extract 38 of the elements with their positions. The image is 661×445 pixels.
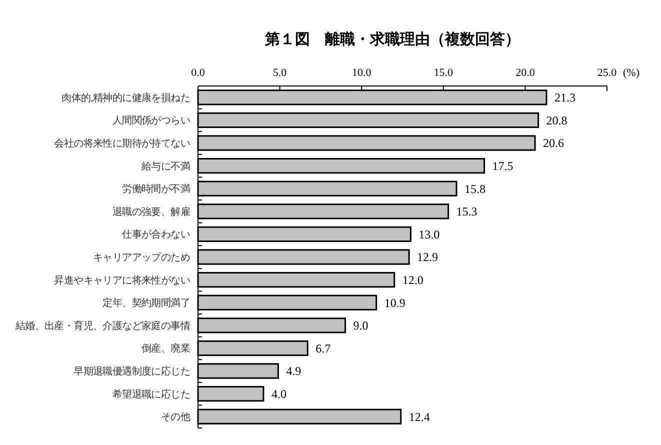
x-tick-label: 15.0: [434, 67, 454, 79]
y-tick-label: 希望退職に応じた: [112, 388, 190, 400]
y-tick-label: 倒産、廃業: [141, 342, 190, 355]
y-tick-label: 結婚、出産・育児、介護など家庭の事情: [14, 320, 190, 332]
y-tick-label: 肉体的,精神的に健康を損ねた: [62, 92, 190, 104]
data-label: 13.0: [418, 227, 440, 242]
y-tick-label: 給与に不満: [140, 160, 190, 172]
data-label: 9.0: [353, 318, 368, 333]
y-tick-label: その他: [160, 411, 190, 424]
x-tick-label: 25.0: [597, 67, 618, 79]
y-tick-label: 人間関係がつらい: [112, 114, 190, 127]
data-label: 15.8: [464, 182, 486, 196]
data-label: 15.3: [456, 204, 478, 219]
y-tick-label: 昇進やキャリアに将来性がない: [54, 274, 190, 286]
y-tick-label: キャリアアップのため: [92, 252, 190, 264]
data-label: 12.9: [417, 250, 438, 264]
y-tick-label: 定年、契約期間満了: [102, 297, 190, 310]
data-label: 6.7: [316, 341, 331, 356]
data-label: 20.8: [546, 113, 568, 128]
x-tick-label: 20.0: [516, 67, 536, 79]
x-tick-label: 10.0: [352, 67, 372, 79]
y-tick-label: 仕事が合わない: [122, 228, 190, 241]
y-tick-label: 早期退職優遇制度に応じた: [74, 366, 190, 378]
x-axis-title: (%): [623, 67, 640, 79]
data-label: 20.6: [543, 136, 564, 150]
chart-title: 第１図 離職・求職理由（複数回答）: [264, 30, 520, 48]
x-tick-label: 5.0: [272, 67, 288, 79]
data-label: 12.0: [402, 273, 424, 287]
data-label: 4.0: [271, 387, 286, 401]
data-label: 12.4: [408, 410, 430, 424]
data-label: 21.3: [554, 90, 576, 105]
y-tick-label: 会社の将来性に期待が持てない: [54, 138, 190, 150]
y-tick-label: 労働時間が不満: [122, 183, 190, 196]
data-label: 17.5: [492, 159, 514, 173]
y-tick-label: 退職の強要、解雇: [112, 206, 190, 218]
data-label: 4.9: [286, 364, 302, 378]
x-tick-label: 0.0: [191, 67, 206, 79]
data-label: 10.9: [384, 296, 406, 310]
